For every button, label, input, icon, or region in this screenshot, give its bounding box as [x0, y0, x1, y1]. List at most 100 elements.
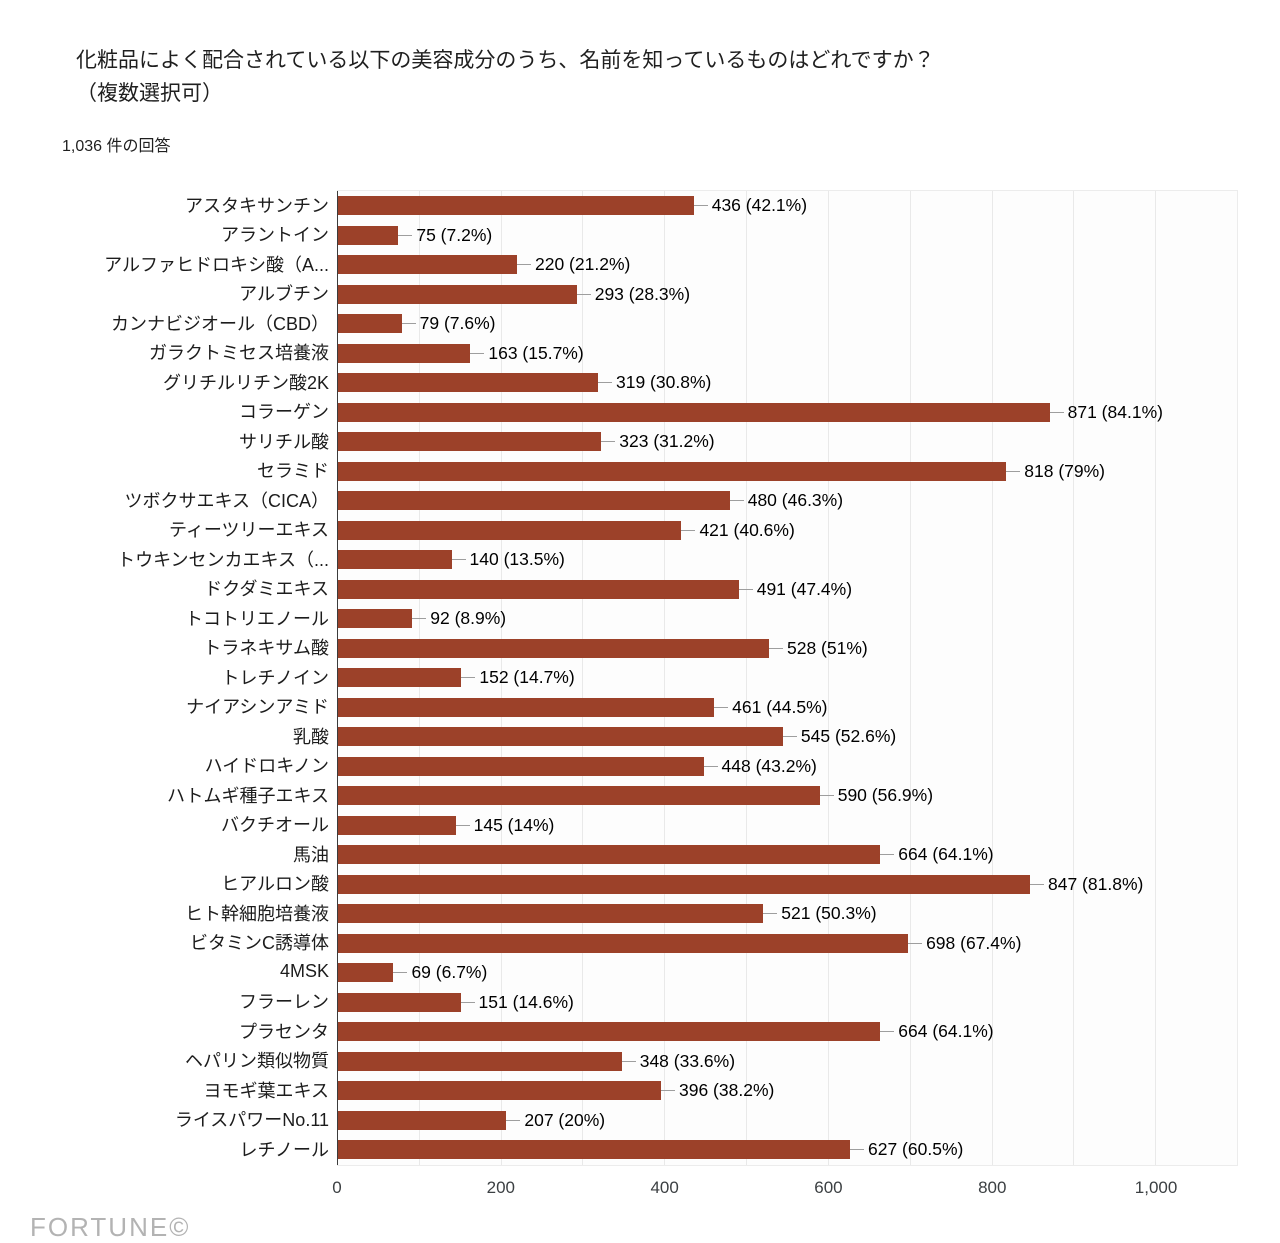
bar-value-annotation: 151 (14.6%) [478, 991, 574, 1012]
response-count: 1,036 件の回答 [62, 138, 171, 155]
category-label: ヘパリン類似物質 [185, 1051, 329, 1072]
bar-row: 664 (64.1%) [337, 840, 1237, 870]
category-label: アルファヒドロキシ酸（A... [104, 254, 329, 275]
bar-value-annotation: 145 (14%) [473, 814, 555, 835]
bar-row: 521 (50.3%) [337, 899, 1237, 929]
bar [337, 1022, 881, 1042]
category-label: ヨモギ葉エキス [203, 1080, 329, 1101]
category-label: アルブチン [239, 284, 329, 305]
bar-row: 140 (13.5%) [337, 545, 1237, 575]
bar-value-annotation: 461 (44.5%) [732, 696, 828, 717]
annotation-leader-line [576, 293, 591, 295]
y-axis-labels: アスタキサンチン アラントイン アルファヒドロキシ酸（A... アルブチン カンナビジオ… [35, 190, 337, 1166]
bar [337, 992, 461, 1012]
bar [337, 1081, 661, 1101]
category-label: コラーゲン [239, 402, 329, 423]
bar [337, 314, 402, 334]
category-label: ツボクサエキス（CICA） [124, 490, 329, 511]
bar [337, 1051, 622, 1071]
y-axis-line [337, 191, 338, 1165]
question-title-line-2: （複数選択可） [76, 82, 223, 105]
annotation-leader-line [451, 559, 466, 561]
annotation-leader-line [460, 1001, 475, 1003]
bar-row: 220 (21.2%) [337, 250, 1237, 280]
bar-row: 75 (7.2%) [337, 221, 1237, 251]
x-axis-tick-label: 200 [486, 1177, 515, 1197]
annotation-leader-line [661, 1090, 675, 1092]
bar-row: 627 (60.5%) [337, 1135, 1237, 1165]
bar-value-annotation: 664 (64.1%) [898, 844, 994, 865]
bar-value-annotation: 79 (7.6%) [419, 313, 496, 334]
gridline [1073, 191, 1075, 1165]
bar-value-annotation: 293 (28.3%) [594, 283, 691, 304]
question-title-line-1: 化粧品によく配合されている以下の美容成分のうち、名前を知っているものはどれですか… [76, 49, 935, 72]
bar [337, 697, 715, 717]
annotation-leader-line [401, 323, 416, 325]
annotation-leader-line [782, 736, 797, 738]
bar [337, 668, 462, 688]
bar-value-annotation: 163 (15.7%) [488, 342, 584, 363]
bar-value-annotation: 871 (84.1%) [1067, 401, 1163, 422]
annotation-leader-line [506, 1119, 521, 1121]
annotation-leader-line [880, 1031, 895, 1033]
annotation-leader-line [461, 677, 476, 679]
bar-value-annotation: 319 (30.8%) [616, 372, 712, 393]
annotation-leader-line [703, 765, 718, 767]
bar [337, 579, 739, 599]
bar-row: 461 (44.5%) [337, 693, 1237, 723]
bar-value-annotation: 448 (43.2%) [721, 755, 817, 776]
question-title-block: 化粧品によく配合されている以下の美容成分のうち、名前を知っているものはどれですか… [0, 0, 1280, 110]
gridline [991, 191, 993, 1165]
bar-value-annotation: 348 (33.6%) [639, 1050, 736, 1071]
bar-value-annotation: 421 (40.6%) [699, 519, 795, 540]
category-label: トレチノイン [221, 667, 329, 688]
category-label: ガラクトミセス培養液 [149, 343, 329, 364]
bar [337, 756, 704, 776]
bar-value-annotation: 847 (81.8%) [1048, 873, 1144, 894]
bar-row: 79 (7.6%) [337, 309, 1237, 339]
bar [337, 520, 682, 540]
category-label: レチノール [239, 1139, 329, 1160]
bar [337, 963, 394, 983]
x-axis-tick-label: 0 [332, 1177, 342, 1197]
bar-row: 163 (15.7%) [337, 339, 1237, 369]
bar-value-annotation: 627 (60.5%) [868, 1139, 964, 1160]
bar [337, 225, 399, 245]
bar [337, 904, 764, 924]
bar-row: 480 (46.3%) [337, 486, 1237, 516]
annotation-leader-line [693, 205, 708, 207]
bar [337, 638, 769, 658]
gridline [500, 191, 502, 1165]
annotation-leader-line [880, 854, 895, 856]
bar-row: 545 (52.6%) [337, 722, 1237, 752]
category-label: バクチオール [221, 815, 329, 836]
bar-row: 323 (31.2%) [337, 427, 1237, 457]
annotation-leader-line [738, 588, 753, 590]
category-label: トコトリエノール [185, 608, 329, 629]
bar [337, 343, 471, 363]
category-label: ハイドロキノン [204, 756, 329, 777]
bar [337, 373, 598, 393]
bar-value-annotation: 545 (52.6%) [800, 726, 897, 747]
bar-value-annotation: 69 (6.7%) [411, 962, 488, 983]
category-label: フラーレン [239, 992, 329, 1013]
bar-row: 528 (51%) [337, 634, 1237, 664]
annotation-leader-line [763, 913, 778, 915]
category-label: ライスパワーNo.11 [174, 1110, 329, 1131]
category-label: グリチルリチン酸2K [162, 372, 329, 393]
bar [337, 874, 1030, 894]
bar-value-annotation: 818 (79%) [1024, 460, 1106, 481]
bar-row: 348 (33.6%) [337, 1047, 1237, 1077]
annotation-leader-line [1049, 411, 1064, 413]
bar-value-annotation: 75 (7.2%) [416, 224, 493, 245]
gridline [909, 191, 911, 1165]
bar-row: 436 (42.1%) [337, 191, 1237, 221]
bar-value-annotation: 664 (64.1%) [898, 1021, 994, 1042]
annotation-leader-line [729, 500, 744, 502]
bar-value-annotation: 480 (46.3%) [747, 490, 844, 511]
bar [337, 196, 694, 216]
annotation-leader-line [398, 234, 413, 236]
annotation-leader-line [412, 618, 427, 620]
category-label: サリチル酸 [239, 431, 329, 452]
bar [337, 491, 730, 511]
